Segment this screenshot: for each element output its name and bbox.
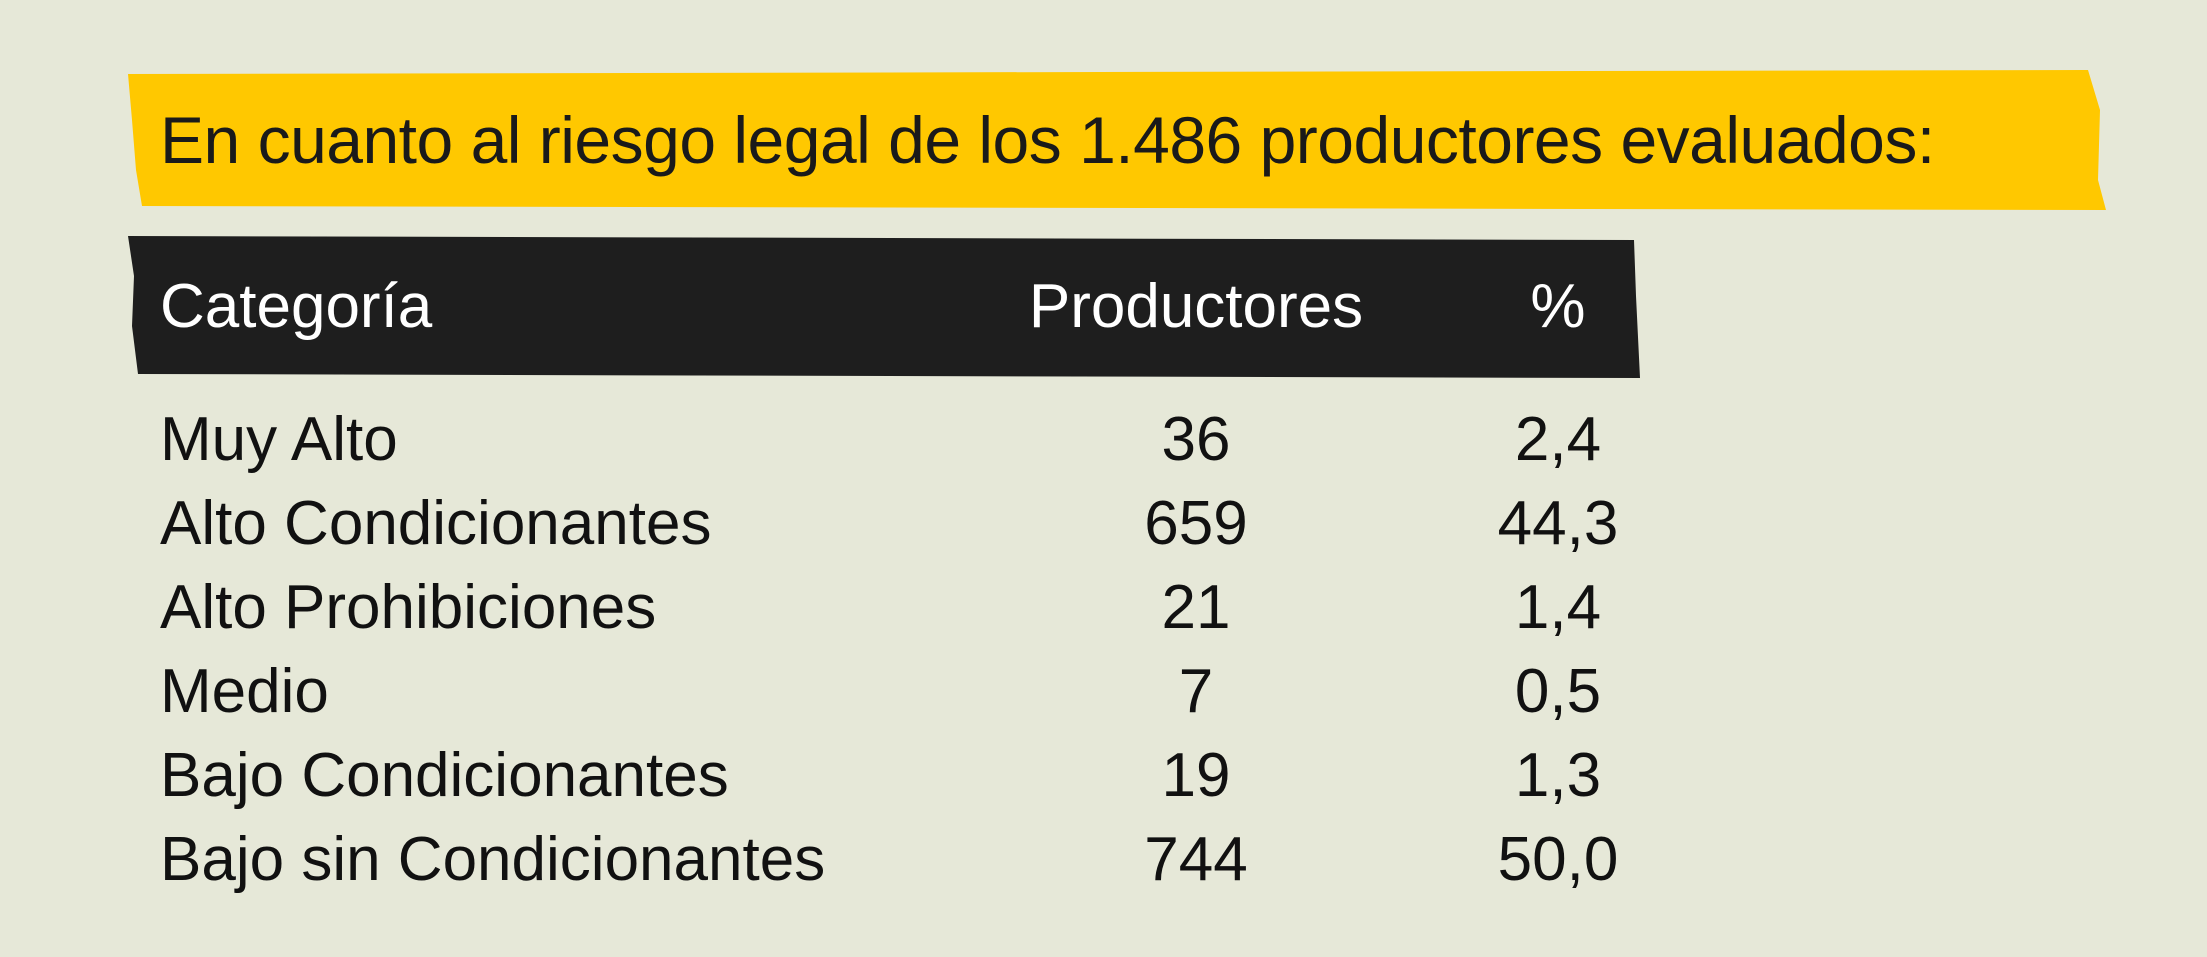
row-producers: 7: [1178, 657, 1214, 726]
column-header-category: Categoría: [160, 272, 433, 341]
row-percent: 1,4: [1514, 573, 1602, 642]
row-category: Alto Prohibiciones: [160, 573, 657, 642]
row-producers: 19: [1161, 741, 1231, 810]
banner-background: [128, 70, 2106, 210]
table-row: Bajo Condicionantes 19 1,3: [128, 734, 1640, 818]
column-header-producers: Productores: [1028, 272, 1364, 341]
row-percent: 1,3: [1514, 741, 1602, 810]
row-producers: 36: [1161, 405, 1231, 474]
row-category: Bajo Condicionantes: [160, 741, 729, 810]
table-header: Categoría Productores %: [128, 236, 1640, 378]
table-body: Muy Alto 36 2,4 Alto Condicionantes 659 …: [128, 398, 1640, 902]
column-header-percent: %: [1530, 272, 1586, 341]
table-header-background: [128, 236, 1640, 378]
row-producers: 21: [1161, 573, 1231, 642]
row-percent: 50,0: [1497, 825, 1619, 894]
row-producers: 659: [1144, 489, 1248, 558]
row-producers: 744: [1144, 825, 1248, 894]
row-category: Bajo sin Condicionantes: [160, 825, 826, 894]
row-category: Medio: [160, 657, 329, 726]
row-category: Muy Alto: [160, 405, 398, 474]
table-row: Bajo sin Condicionantes 744 50,0: [128, 818, 1640, 902]
title-banner: En cuanto al riesgo legal de los 1.486 p…: [128, 70, 2106, 210]
table-row: Alto Prohibiciones 21 1,4: [128, 566, 1640, 650]
table-row: Muy Alto 36 2,4: [128, 398, 1640, 482]
row-percent: 44,3: [1497, 489, 1619, 558]
page-title: En cuanto al riesgo legal de los 1.486 p…: [160, 103, 1935, 177]
row-percent: 2,4: [1514, 405, 1602, 474]
table-row: Medio 7 0,5: [128, 650, 1640, 734]
row-category: Alto Condicionantes: [160, 489, 712, 558]
row-percent: 0,5: [1514, 657, 1602, 726]
table-row: Alto Condicionantes 659 44,3: [128, 482, 1640, 566]
